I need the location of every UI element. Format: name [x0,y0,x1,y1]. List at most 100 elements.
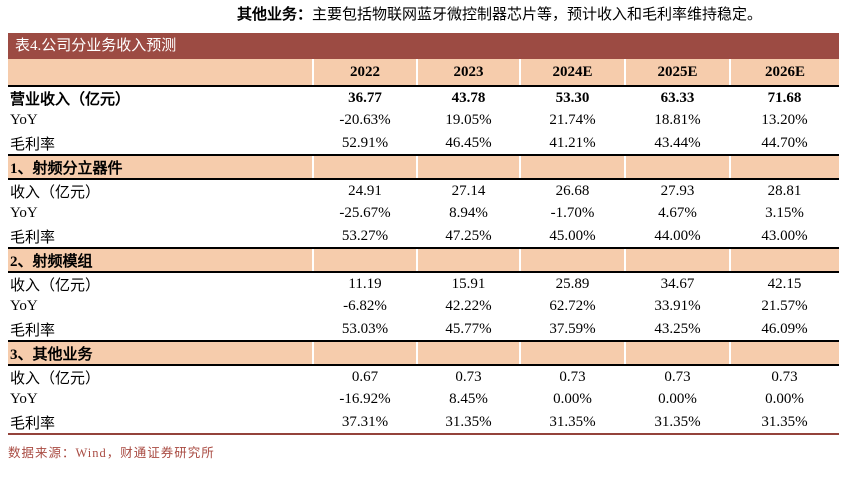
value-cell: 27.93 [660,182,695,199]
row-label-cell: 收入（亿元） [10,184,101,201]
section-filler-cell [729,340,839,366]
row-label-cell: 毛利率 [10,415,56,432]
section-header-row: 2、射频模组 [8,247,839,273]
row-label-cell: 营业收入（亿元） [10,91,131,108]
year-header-cell: 2024E [519,59,625,87]
data-row: YoY -20.63% 19.05% 21.74% 18.81% 13.20% [8,109,839,132]
value-cell: 31.35% [445,413,492,430]
value-cell: 45.00% [549,227,596,244]
value-cell: 43.78 [451,89,486,106]
data-row: 毛利率 53.03% 45.77% 37.59% 43.25% 46.09% [8,318,839,341]
value-cell: -6.82% [343,298,387,314]
value-cell: -1.70% [550,205,595,221]
value-cell: 18.81% [654,112,701,128]
row-label-cell: 毛利率 [10,322,56,339]
value-cell: 46.09% [761,320,808,337]
value-cell: -20.63% [339,112,391,128]
section-filler-cell [519,340,625,366]
value-cell: 31.35% [549,413,596,430]
value-cell: 43.00% [761,227,808,244]
report-annotation: 其他业务：主要包括物联网蓝牙微控制器芯片等，预计收入和毛利率维持稳定。 [237,5,852,25]
value-cell: 36.77 [348,89,382,106]
data-row: YoY -6.82% 42.22% 62.72% 33.91% 21.57% [8,295,839,318]
data-row: YoY -25.67% 8.94% -1.70% 4.67% 3.15% [8,202,839,225]
data-row: 毛利率 52.91% 46.45% 41.21% 43.44% 44.70% [8,132,839,155]
value-cell: 28.81 [767,182,802,199]
data-row: 收入（亿元） 11.19 15.91 25.89 34.67 42.15 [8,272,839,295]
section-filler-cell [312,154,417,180]
value-cell: 44.70% [761,134,808,151]
value-cell: -25.67% [339,205,391,221]
value-cell: 45.77% [445,320,492,337]
section-header-row: 1、射频分立器件 [8,154,839,180]
row-label-cell: 收入（亿元） [10,370,101,387]
year-header-cell: 2026E [729,59,839,87]
value-cell: 0.73 [559,368,586,385]
value-cell: 31.35% [761,413,808,430]
table-body: 营业收入（亿元） 36.77 43.78 53.30 63.33 71.68 YoY -20.… [8,86,839,434]
section-filler-cell [519,247,625,273]
value-cell: 0.73 [455,368,482,385]
year-header-cell: 2023 [416,59,520,87]
value-cell: 53.03% [341,320,389,337]
annotation-lead: 其他业务： [237,7,313,23]
data-row: YoY -16.92% 8.45% 0.00% 0.00% 0.00% [8,388,839,411]
value-cell: 34.67 [660,275,695,292]
year-header-cell: 2025E [624,59,730,87]
value-cell: 31.35% [654,413,701,430]
data-row: 毛利率 53.27% 47.25% 45.00% 44.00% 43.00% [8,225,839,248]
year-header-cell: 2022 [312,59,417,87]
value-cell: 13.20% [761,112,808,128]
section-header-cell: 3、其他业务 [8,340,313,366]
row-label-cell: 收入（亿元） [10,277,101,294]
value-cell: 53.27% [341,227,389,244]
value-cell: 21.57% [761,298,808,314]
section-header-cell: 1、射频分立器件 [8,154,313,180]
value-cell: 11.19 [348,275,382,292]
section-filler-cell [519,154,625,180]
row-label-cell: YoY [10,391,38,407]
value-cell: 4.67% [658,205,697,221]
value-cell: 43.44% [654,134,701,151]
section-filler-cell [624,154,730,180]
value-cell: 0.00% [765,391,804,407]
source-note: 数据来源：Wind，财通证券研究所 [8,446,215,460]
section-filler-cell [729,247,839,273]
value-cell: 8.94% [449,205,488,221]
value-cell: 3.15% [765,205,804,221]
value-cell: 71.68 [767,89,802,106]
section-filler-cell [416,154,520,180]
data-row: 营业收入（亿元） 36.77 43.78 53.30 63.33 71.68 [8,86,839,109]
value-cell: 8.45% [449,391,488,407]
value-cell: 26.68 [555,182,590,199]
section-filler-cell [624,247,730,273]
value-cell: 47.25% [445,227,492,244]
value-cell: 43.25% [654,320,701,337]
section-filler-cell [729,154,839,180]
data-row: 毛利率 37.31% 31.35% 31.35% 31.35% 31.35% [8,411,839,434]
data-row: 收入（亿元） 24.91 27.14 26.68 27.93 28.81 [8,179,839,202]
annotation-text: 主要包括物联网蓝牙微控制器芯片等，预计收入和毛利率维持稳定。 [312,7,763,23]
value-cell: 44.00% [654,227,701,244]
value-cell: 27.14 [451,182,486,199]
value-cell: 0.00% [658,391,697,407]
row-label-cell: 毛利率 [10,229,56,246]
value-cell: 37.31% [341,413,389,430]
table-title-bar: 表4.公司分业务收入预测 [8,33,839,59]
section-header-cell: 2、射频模组 [8,247,313,273]
value-cell: 21.74% [549,112,596,128]
section-filler-cell [312,340,417,366]
row-label-cell: YoY [10,298,38,314]
value-cell: 37.59% [549,320,596,337]
value-cell: 0.73 [664,368,691,385]
section-filler-cell [312,247,417,273]
table-title: 表4.公司分业务收入预测 [15,38,177,54]
value-cell: 42.15 [767,275,802,292]
section-filler-cell [624,340,730,366]
value-cell: -16.92% [339,391,391,407]
value-cell: 62.72% [549,298,596,314]
data-row: 收入（亿元） 0.67 0.73 0.73 0.73 0.73 [8,365,839,388]
value-cell: 63.33 [660,89,695,106]
header-empty-cell [8,59,313,87]
